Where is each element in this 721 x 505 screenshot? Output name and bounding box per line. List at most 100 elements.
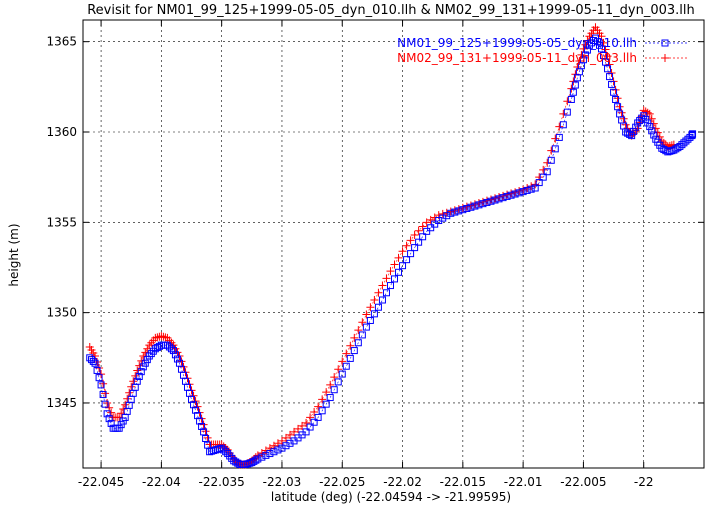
data-point-interp — [119, 404, 128, 413]
data-series — [85, 23, 697, 469]
data-point-interp — [378, 296, 386, 304]
data-point — [670, 146, 678, 154]
data-point-interp — [228, 454, 236, 462]
data-point-interp — [395, 268, 403, 276]
data-point — [188, 395, 196, 403]
data-point-interp — [569, 77, 578, 86]
data-point-interp — [342, 362, 350, 370]
data-point-interp — [330, 386, 338, 394]
data-point — [97, 370, 106, 379]
data-point-interp — [125, 388, 134, 397]
data-point-interp — [630, 127, 638, 135]
data-point-interp — [149, 347, 157, 355]
data-point-interp — [491, 196, 499, 204]
data-point-interp — [310, 408, 319, 416]
data-point-interp — [258, 453, 266, 461]
data-point — [689, 130, 697, 138]
data-point-interp — [89, 357, 97, 365]
data-point — [169, 347, 177, 355]
data-point-interp — [370, 310, 378, 318]
data-point-interp — [563, 108, 571, 116]
data-point — [374, 288, 383, 297]
plot-frame — [82, 19, 705, 469]
data-point-interp — [418, 222, 427, 231]
grid — [83, 20, 704, 468]
data-point-interp — [270, 448, 278, 456]
chart-title: Revisit for NM01_99_125+1999-05-05_dyn_0… — [87, 3, 695, 18]
data-point — [338, 357, 347, 366]
data-point-interp — [101, 389, 110, 398]
data-point — [676, 142, 684, 150]
data-point — [579, 56, 587, 64]
x-tick-label: -22.015 — [440, 475, 486, 489]
data-point-interp — [135, 372, 143, 380]
data-point-interp — [394, 253, 403, 262]
data-point — [314, 402, 323, 411]
x-tick-label: -22.035 — [199, 475, 245, 489]
data-point-interp — [322, 400, 330, 408]
data-point — [350, 333, 359, 342]
data-point-interp — [678, 141, 686, 149]
data-point — [338, 370, 346, 378]
data-point-interp — [632, 123, 640, 131]
data-point-interp — [426, 215, 435, 224]
data-point — [200, 428, 208, 436]
data-point — [218, 444, 226, 452]
legend: NM01_99_125+1999-05-05_dyn_010.llhNM02_9… — [397, 36, 688, 65]
data-point-interp — [680, 139, 688, 147]
data-point-interp — [173, 348, 182, 357]
data-point-interp — [614, 103, 622, 111]
data-point-interp — [370, 296, 379, 304]
data-point-interp — [487, 197, 495, 205]
data-point-interp — [648, 127, 656, 135]
data-point-interp — [612, 95, 620, 103]
data-point-interp — [354, 326, 363, 335]
x-tick-label: -22.03 — [263, 475, 302, 489]
data-point-interp — [167, 345, 175, 353]
data-point-interp — [602, 58, 610, 66]
data-point-interp — [105, 415, 113, 423]
data-point-interp — [455, 207, 463, 215]
data-point-interp — [589, 36, 597, 44]
y-tick-label: 1355 — [46, 215, 77, 229]
data-point-interp — [191, 397, 200, 406]
data-point-interp — [318, 395, 327, 404]
data-point-interp — [613, 94, 622, 103]
data-point-interp — [306, 413, 315, 422]
data-point-interp — [159, 332, 168, 341]
data-point-interp — [190, 401, 198, 409]
data-point-interp — [439, 214, 447, 222]
data-point-interp — [192, 406, 200, 414]
data-point-interp — [358, 318, 367, 327]
data-point-interp — [617, 108, 626, 117]
series-plus — [85, 23, 678, 469]
data-point-interp — [222, 448, 230, 456]
data-point-interp — [382, 289, 390, 297]
data-point-interp — [378, 281, 387, 290]
data-point — [326, 394, 334, 402]
data-point-interp — [600, 52, 608, 60]
data-point-interp — [298, 421, 307, 430]
data-point-interp — [342, 349, 351, 358]
data-point-interp — [547, 156, 555, 164]
data-point — [194, 412, 202, 420]
data-point — [398, 247, 407, 256]
data-point-interp — [571, 81, 579, 89]
x-tick-label: -22.01 — [504, 475, 543, 489]
data-point-interp — [551, 134, 560, 143]
data-point-interp — [99, 379, 108, 388]
data-point-interp — [443, 212, 451, 220]
data-point-interp — [171, 351, 179, 359]
y-tick-label: 1350 — [46, 306, 77, 320]
y-axis-label: height (m) — [7, 223, 21, 286]
data-point — [302, 418, 311, 427]
data-point-interp — [250, 457, 258, 465]
data-point-interp — [257, 448, 266, 457]
data-point-interp — [198, 422, 206, 430]
data-point-interp — [322, 388, 331, 397]
data-point — [386, 267, 395, 276]
data-point — [646, 123, 654, 131]
data-point — [266, 450, 274, 458]
data-point-interp — [581, 51, 589, 59]
data-point-interp — [281, 433, 290, 442]
